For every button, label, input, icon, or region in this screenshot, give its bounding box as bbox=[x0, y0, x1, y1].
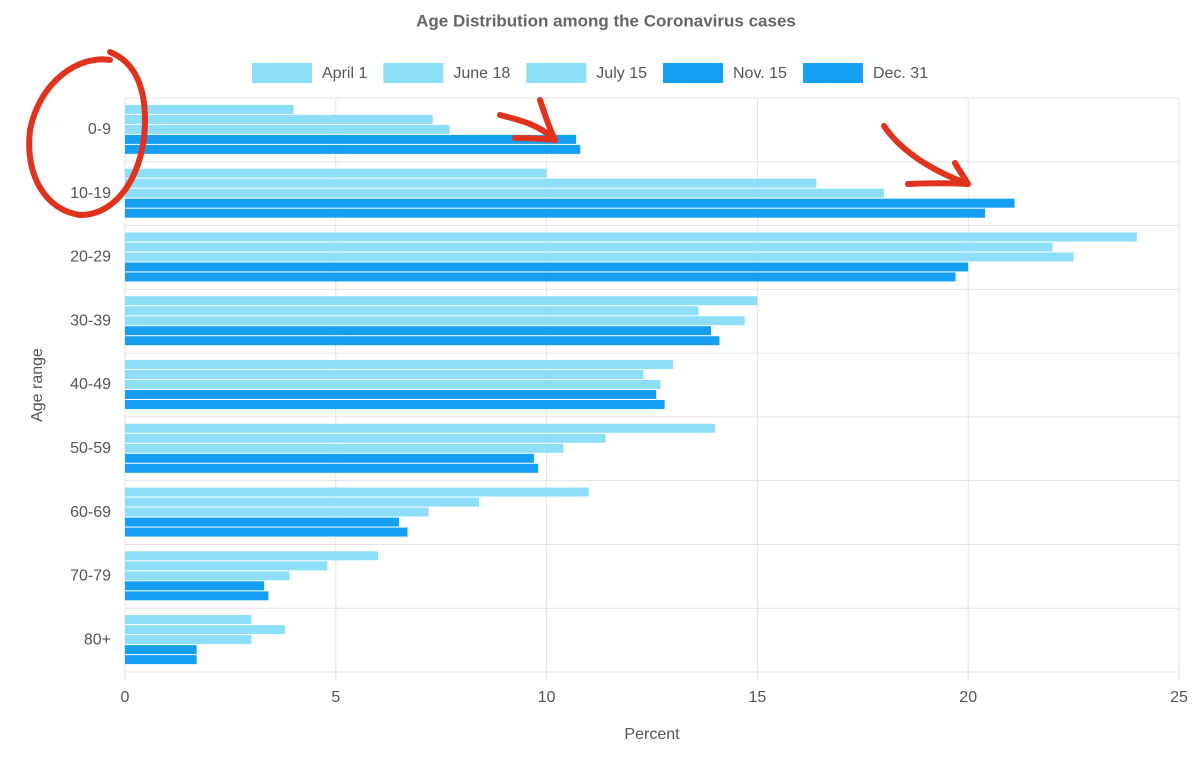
y-tick-label: 80+ bbox=[84, 631, 111, 648]
bar bbox=[125, 591, 269, 601]
bar bbox=[125, 360, 674, 369]
bar bbox=[125, 198, 1015, 208]
bar bbox=[125, 400, 665, 409]
legend-swatch bbox=[802, 63, 863, 83]
bar bbox=[125, 296, 758, 306]
legend-label: July 15 bbox=[596, 65, 647, 82]
legend-swatch bbox=[383, 63, 444, 83]
bar bbox=[125, 242, 1053, 252]
plot-area: 0 5 10 15 20 25 0-9 10-19 20-29 30-39 40-49 50-59 60… bbox=[70, 97, 1188, 706]
legend-label: Dec. 31 bbox=[873, 65, 928, 82]
bar bbox=[125, 551, 378, 561]
x-axis-label: Percent bbox=[624, 726, 680, 743]
y-tick-label: 70-79 bbox=[70, 568, 111, 585]
bar bbox=[125, 178, 817, 188]
bar bbox=[125, 655, 197, 665]
bar bbox=[125, 232, 1137, 242]
bar bbox=[125, 527, 408, 537]
bar bbox=[125, 497, 480, 507]
bar bbox=[125, 645, 197, 655]
y-tick-label: 20-29 bbox=[70, 249, 111, 266]
annotation bbox=[26, 49, 971, 218]
bar bbox=[125, 208, 986, 218]
bar bbox=[125, 517, 400, 527]
y-tick-label: 40-49 bbox=[70, 376, 111, 393]
y-tick-label: 10-19 bbox=[70, 185, 111, 202]
x-tick-label: 5 bbox=[331, 689, 340, 706]
bar bbox=[125, 487, 589, 497]
y-tick-label: 30-39 bbox=[70, 312, 111, 329]
legend-label: June 18 bbox=[453, 65, 510, 82]
bar bbox=[125, 272, 956, 282]
legend-label: Nov. 15 bbox=[733, 65, 787, 82]
bar bbox=[125, 336, 720, 346]
bar bbox=[125, 625, 286, 635]
bar bbox=[125, 453, 534, 463]
y-tick-label: 60-69 bbox=[70, 504, 111, 521]
legend-label: April 1 bbox=[322, 65, 367, 82]
bar bbox=[125, 463, 539, 473]
x-tick-label: 20 bbox=[959, 689, 977, 706]
bar bbox=[125, 306, 699, 316]
bar bbox=[125, 168, 547, 178]
bar bbox=[125, 561, 328, 571]
legend-swatch bbox=[252, 63, 312, 83]
bar bbox=[125, 316, 745, 326]
y-axis-label: Age range bbox=[29, 348, 46, 422]
bar bbox=[125, 443, 564, 453]
x-tick-label: 15 bbox=[749, 689, 767, 706]
bar bbox=[125, 124, 450, 134]
hand-arrow bbox=[881, 123, 971, 187]
x-tick-label: 25 bbox=[1170, 689, 1188, 706]
bar bbox=[125, 507, 429, 517]
bar bbox=[125, 326, 712, 336]
x-tick-label: 10 bbox=[538, 689, 556, 706]
bar bbox=[125, 104, 294, 114]
bar bbox=[125, 144, 581, 154]
bar bbox=[125, 390, 657, 399]
hand-arrow bbox=[497, 97, 558, 143]
bar bbox=[125, 423, 716, 433]
bar bbox=[125, 262, 969, 272]
bar bbox=[125, 188, 884, 198]
legend-swatch bbox=[526, 63, 587, 83]
bar bbox=[125, 433, 606, 443]
chart-title: Age Distribution among the Coronavirus c… bbox=[416, 11, 796, 30]
x-tick-label: 0 bbox=[121, 689, 130, 706]
bar bbox=[125, 252, 1074, 262]
y-tick-label: 50-59 bbox=[70, 440, 111, 457]
bar bbox=[125, 571, 290, 581]
y-tick-label: 0-9 bbox=[88, 121, 111, 138]
legend-swatch bbox=[663, 63, 723, 83]
bar bbox=[125, 635, 252, 645]
bar bbox=[125, 380, 661, 389]
hand-circle bbox=[26, 49, 148, 218]
bar bbox=[125, 114, 433, 124]
bar bbox=[125, 615, 252, 625]
bar bbox=[125, 581, 265, 591]
bar bbox=[125, 370, 644, 379]
bar bbox=[125, 134, 577, 144]
